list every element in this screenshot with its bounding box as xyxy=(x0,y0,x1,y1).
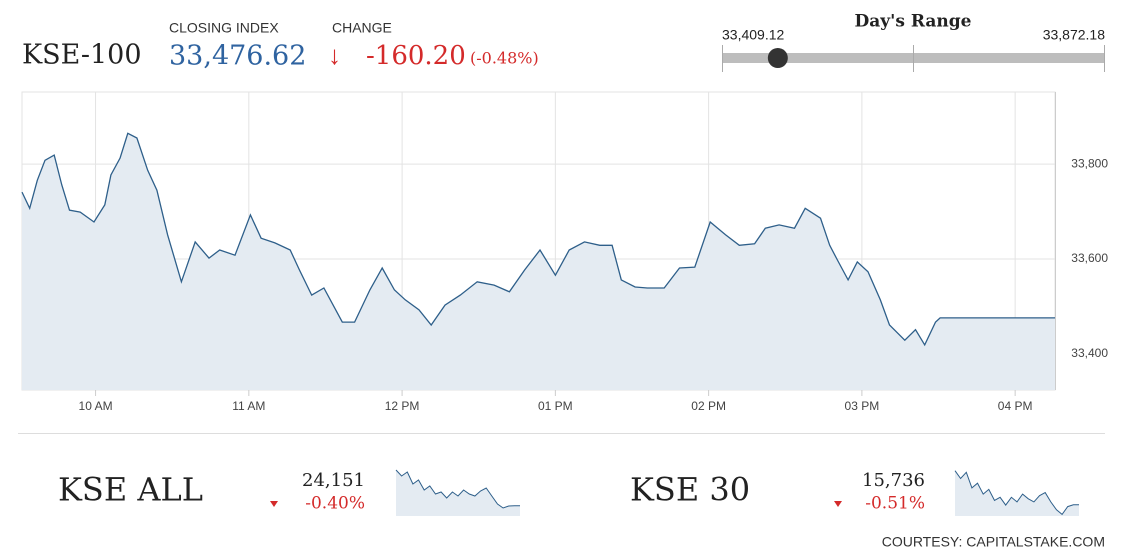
x-tick-label: 02 PM xyxy=(691,399,726,413)
y-tick-label: 33,400 xyxy=(1071,346,1108,360)
down-arrow: ↓ xyxy=(328,40,341,70)
sparkline xyxy=(395,469,520,509)
closing-value: 33,476.62 xyxy=(169,41,306,72)
index-value: 24,151 xyxy=(302,470,365,491)
y-tick-label: 33,600 xyxy=(1071,251,1108,265)
line xyxy=(21,132,1055,347)
down-triangle xyxy=(270,501,278,507)
x-tick-label: 12 PM xyxy=(385,399,420,413)
index-change: -0.51% xyxy=(865,494,925,514)
index-name: KSE 30 xyxy=(630,471,750,509)
closing-label: CLOSING INDEX xyxy=(169,20,279,36)
range-high: 33,872.18 xyxy=(1043,27,1105,43)
x-tick-label: 10 AM xyxy=(79,399,113,413)
x-tick-label: 11 AM xyxy=(232,399,265,413)
range-title: Day's Range xyxy=(855,12,972,32)
change-value: -160.20 xyxy=(366,41,466,71)
x-tick-label: 04 PM xyxy=(998,399,1033,413)
index-change: -0.40% xyxy=(305,494,365,514)
footer: COURTESY: CAPITALSTAKE.COM xyxy=(882,534,1105,550)
range-marker xyxy=(767,48,788,68)
main-chart: 33,400 33,600 33,800 10 AM 11 AM 12 PM 01 PM 02… xyxy=(21,91,1108,413)
x-tick-label: 03 PM xyxy=(845,399,880,413)
change-pct: (-0.48%) xyxy=(470,49,539,68)
y-tick-label: 33,800 xyxy=(1071,156,1108,170)
sparkline xyxy=(954,470,1079,516)
symbol: KSE-100 xyxy=(22,40,142,71)
index-value: 15,736 xyxy=(862,470,925,491)
sparkline-area xyxy=(396,470,520,516)
range-low: 33,409.12 xyxy=(722,27,784,43)
down-triangle xyxy=(834,501,842,507)
index-name: KSE ALL xyxy=(58,471,203,509)
x-tick-label: 01 PM xyxy=(538,399,573,413)
area xyxy=(22,133,1055,391)
change-label: CHANGE xyxy=(332,20,392,36)
sparkline-area xyxy=(955,470,1079,516)
